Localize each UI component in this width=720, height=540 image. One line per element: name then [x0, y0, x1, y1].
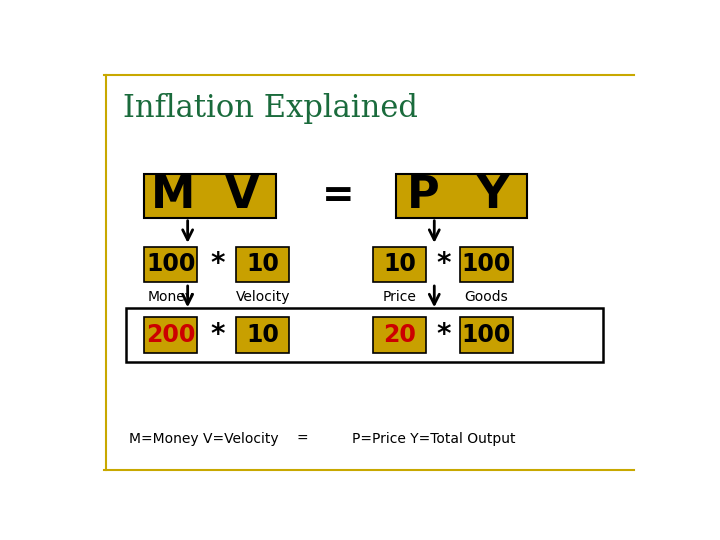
FancyBboxPatch shape — [373, 247, 426, 282]
Text: Y: Y — [477, 174, 509, 217]
FancyBboxPatch shape — [236, 318, 289, 353]
Text: 10: 10 — [383, 252, 416, 276]
Text: Price: Price — [383, 290, 417, 304]
Text: 100: 100 — [462, 252, 511, 276]
Text: Velocity: Velocity — [235, 290, 290, 304]
FancyBboxPatch shape — [373, 318, 426, 353]
Text: P=Price Y=Total Output: P=Price Y=Total Output — [352, 432, 516, 446]
Text: V: V — [225, 174, 259, 217]
Text: 10: 10 — [246, 323, 279, 347]
Text: M: M — [150, 174, 195, 217]
Text: *: * — [210, 321, 225, 349]
FancyBboxPatch shape — [395, 174, 526, 218]
Text: 20: 20 — [383, 323, 416, 347]
FancyBboxPatch shape — [145, 174, 276, 218]
Text: *: * — [436, 251, 451, 279]
FancyBboxPatch shape — [459, 318, 513, 353]
Text: 200: 200 — [146, 323, 196, 347]
Text: =: = — [296, 432, 308, 446]
Text: P: P — [407, 174, 439, 217]
Text: Money: Money — [148, 290, 194, 304]
Text: Goods: Goods — [464, 290, 508, 304]
Text: 100: 100 — [462, 323, 511, 347]
FancyBboxPatch shape — [126, 308, 603, 362]
FancyBboxPatch shape — [145, 247, 197, 282]
Text: 10: 10 — [246, 252, 279, 276]
Text: Inflation Explained: Inflation Explained — [124, 93, 418, 124]
Text: *: * — [210, 251, 225, 279]
FancyBboxPatch shape — [459, 247, 513, 282]
FancyBboxPatch shape — [145, 318, 197, 353]
Text: =: = — [322, 177, 355, 215]
Text: *: * — [436, 321, 451, 349]
Text: 100: 100 — [146, 252, 196, 276]
FancyBboxPatch shape — [236, 247, 289, 282]
Text: M=Money V=Velocity: M=Money V=Velocity — [129, 432, 279, 446]
